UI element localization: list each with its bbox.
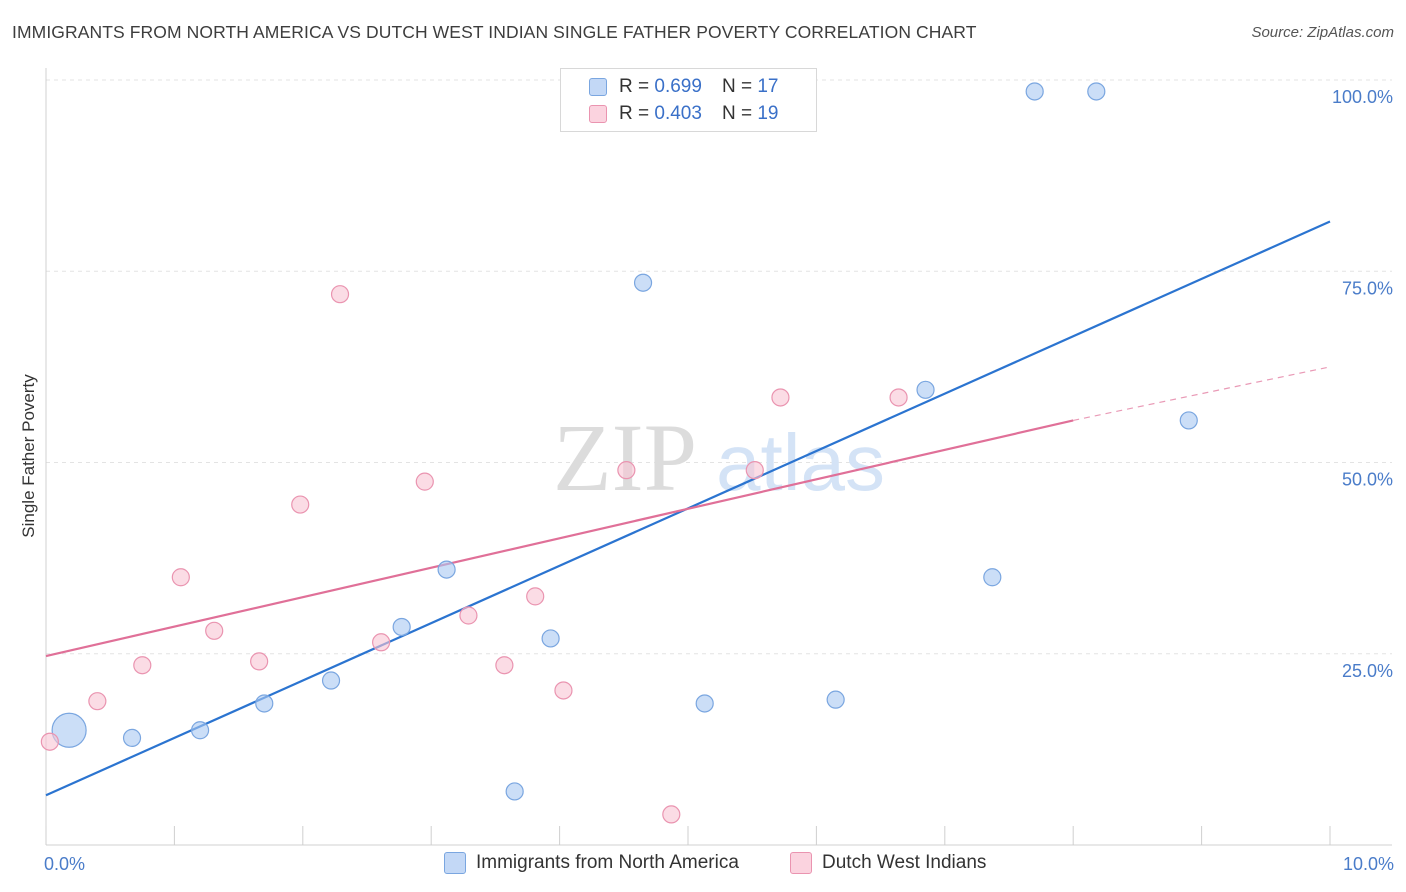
point-dutch-west-indians xyxy=(526,587,545,606)
point-dutch-west-indians xyxy=(291,495,310,514)
watermark-zip: ZIP xyxy=(553,404,697,511)
trend-lines xyxy=(45,220,1331,797)
point-dutch-west-indians xyxy=(889,388,908,407)
point-dutch-west-indians xyxy=(554,681,573,700)
point-north-america xyxy=(255,694,274,713)
point-north-america xyxy=(826,690,845,709)
point-dutch-west-indians xyxy=(40,732,59,751)
point-dutch-west-indians xyxy=(495,656,514,675)
point-dutch-west-indians xyxy=(617,461,636,480)
source-credit: Source: ZipAtlas.com xyxy=(1251,24,1394,41)
point-north-america xyxy=(392,617,411,637)
point-north-america xyxy=(541,629,560,648)
point-dutch-west-indians xyxy=(745,461,764,480)
point-dutch-west-indians xyxy=(205,621,224,640)
y-tick-label: 100.0% xyxy=(1332,87,1393,107)
legend: R = 0.699 N = 17 R = 0.403 N = 19 xyxy=(560,68,817,132)
point-dutch-west-indians xyxy=(171,568,190,587)
y-tick-label: 50.0% xyxy=(1342,470,1393,490)
point-north-america xyxy=(505,782,524,801)
axes xyxy=(45,68,1392,846)
point-dutch-west-indians xyxy=(662,805,681,824)
legend-r-label: R = xyxy=(619,103,650,124)
legend-swatch-pink xyxy=(589,105,607,123)
trend-line-extension xyxy=(1073,366,1331,422)
bottom-legend-label: Dutch West Indians xyxy=(822,852,987,873)
bottom-legend-north-america: Immigrants from North America xyxy=(444,852,739,874)
point-north-america xyxy=(1025,82,1044,101)
x-tick-label: 0.0% xyxy=(44,854,85,874)
point-north-america xyxy=(437,560,456,579)
point-dutch-west-indians xyxy=(771,388,790,407)
watermark: ZIP atlas xyxy=(553,404,885,511)
point-dutch-west-indians xyxy=(372,633,391,652)
data-points xyxy=(40,82,1198,824)
x-tick-labels: 0.0% 10.0% xyxy=(44,854,1394,874)
gridlines xyxy=(46,79,1392,655)
bottom-legend-dutch-west-indians: Dutch West Indians xyxy=(790,852,986,874)
y-tick-labels: 25.0% 50.0% 75.0% 100.0% xyxy=(1332,87,1393,681)
point-north-america xyxy=(321,671,341,690)
legend-n-value: 17 xyxy=(757,76,779,97)
legend-r-value: 0.699 xyxy=(654,76,702,97)
point-north-america xyxy=(695,694,714,713)
trend-line-dutch-west-indians xyxy=(45,419,1074,658)
legend-row-north-america: R = 0.699 N = 17 xyxy=(589,74,778,100)
point-north-america xyxy=(190,721,210,740)
legend-r-value: 0.403 xyxy=(654,103,702,124)
x-tick-label: 10.0% xyxy=(1343,854,1394,874)
bottom-legend-swatch-pink xyxy=(790,852,812,874)
point-dutch-west-indians xyxy=(459,606,478,625)
point-dutch-west-indians xyxy=(88,692,107,711)
point-north-america xyxy=(1179,411,1198,430)
point-north-america xyxy=(51,712,87,748)
y-tick-label: 75.0% xyxy=(1342,278,1393,298)
point-north-america xyxy=(122,728,142,748)
legend-n-value: 19 xyxy=(757,103,779,124)
y-axis-label: Single Father Poverty xyxy=(19,374,38,538)
legend-r-label: R = xyxy=(619,76,650,97)
point-dutch-west-indians xyxy=(330,285,350,304)
bottom-legend-swatch-blue xyxy=(444,852,466,874)
legend-row-dutch-west-indians: R = 0.403 N = 19 xyxy=(589,101,778,127)
legend-n-label: N = xyxy=(721,76,753,97)
bottom-legend-label: Immigrants from North America xyxy=(476,852,739,873)
point-north-america xyxy=(983,568,1002,587)
point-dutch-west-indians xyxy=(250,652,269,671)
point-north-america xyxy=(1087,82,1106,101)
point-north-america xyxy=(633,273,653,292)
point-dutch-west-indians xyxy=(415,472,434,491)
chart-title: IMMIGRANTS FROM NORTH AMERICA VS DUTCH W… xyxy=(12,22,977,42)
legend-n-label: N = xyxy=(721,103,753,124)
point-dutch-west-indians xyxy=(133,656,152,675)
y-tick-label: 25.0% xyxy=(1342,661,1393,681)
legend-swatch-blue xyxy=(589,78,607,96)
point-north-america xyxy=(916,380,935,399)
